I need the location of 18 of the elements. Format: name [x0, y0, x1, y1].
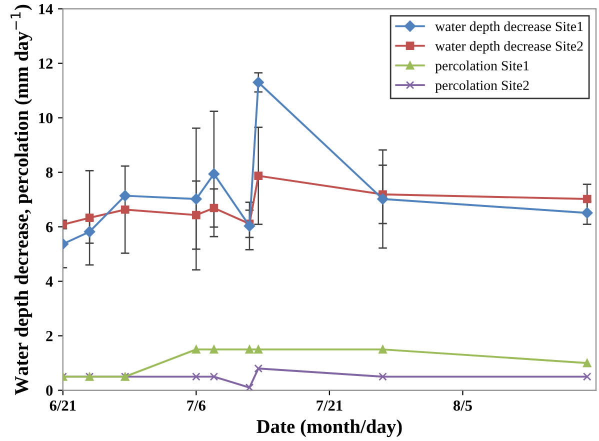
legend-label: percolation Site2	[435, 80, 529, 93]
y-axis-title: Water depth decrease, percolation (mm day$^{−1}$)	[10, 4, 32, 395]
y-tick-label: 2	[46, 330, 53, 342]
legend-label: water depth decrease Site2	[435, 41, 583, 54]
y-tick-label: 10	[39, 112, 53, 124]
y-tick-label: 12	[39, 58, 53, 69]
x-axis-title: Date (month/day)	[256, 419, 402, 438]
legend-label: percolation Site1	[435, 60, 529, 74]
x-tick-label: 7/21	[316, 400, 342, 411]
y-tick-label: 6	[46, 222, 53, 232]
y-tick-label: 4	[46, 276, 53, 287]
x-tick-label: 8/5	[453, 400, 472, 411]
y-tick-label: 14	[39, 4, 53, 14]
y-tick-label: 0	[46, 385, 53, 396]
legend-label: water depth decrease Site1	[435, 21, 583, 34]
y-tick-label: 8	[46, 167, 53, 178]
x-tick-label: 7/6	[187, 400, 206, 411]
x-tick-label: 6/21	[50, 400, 76, 411]
